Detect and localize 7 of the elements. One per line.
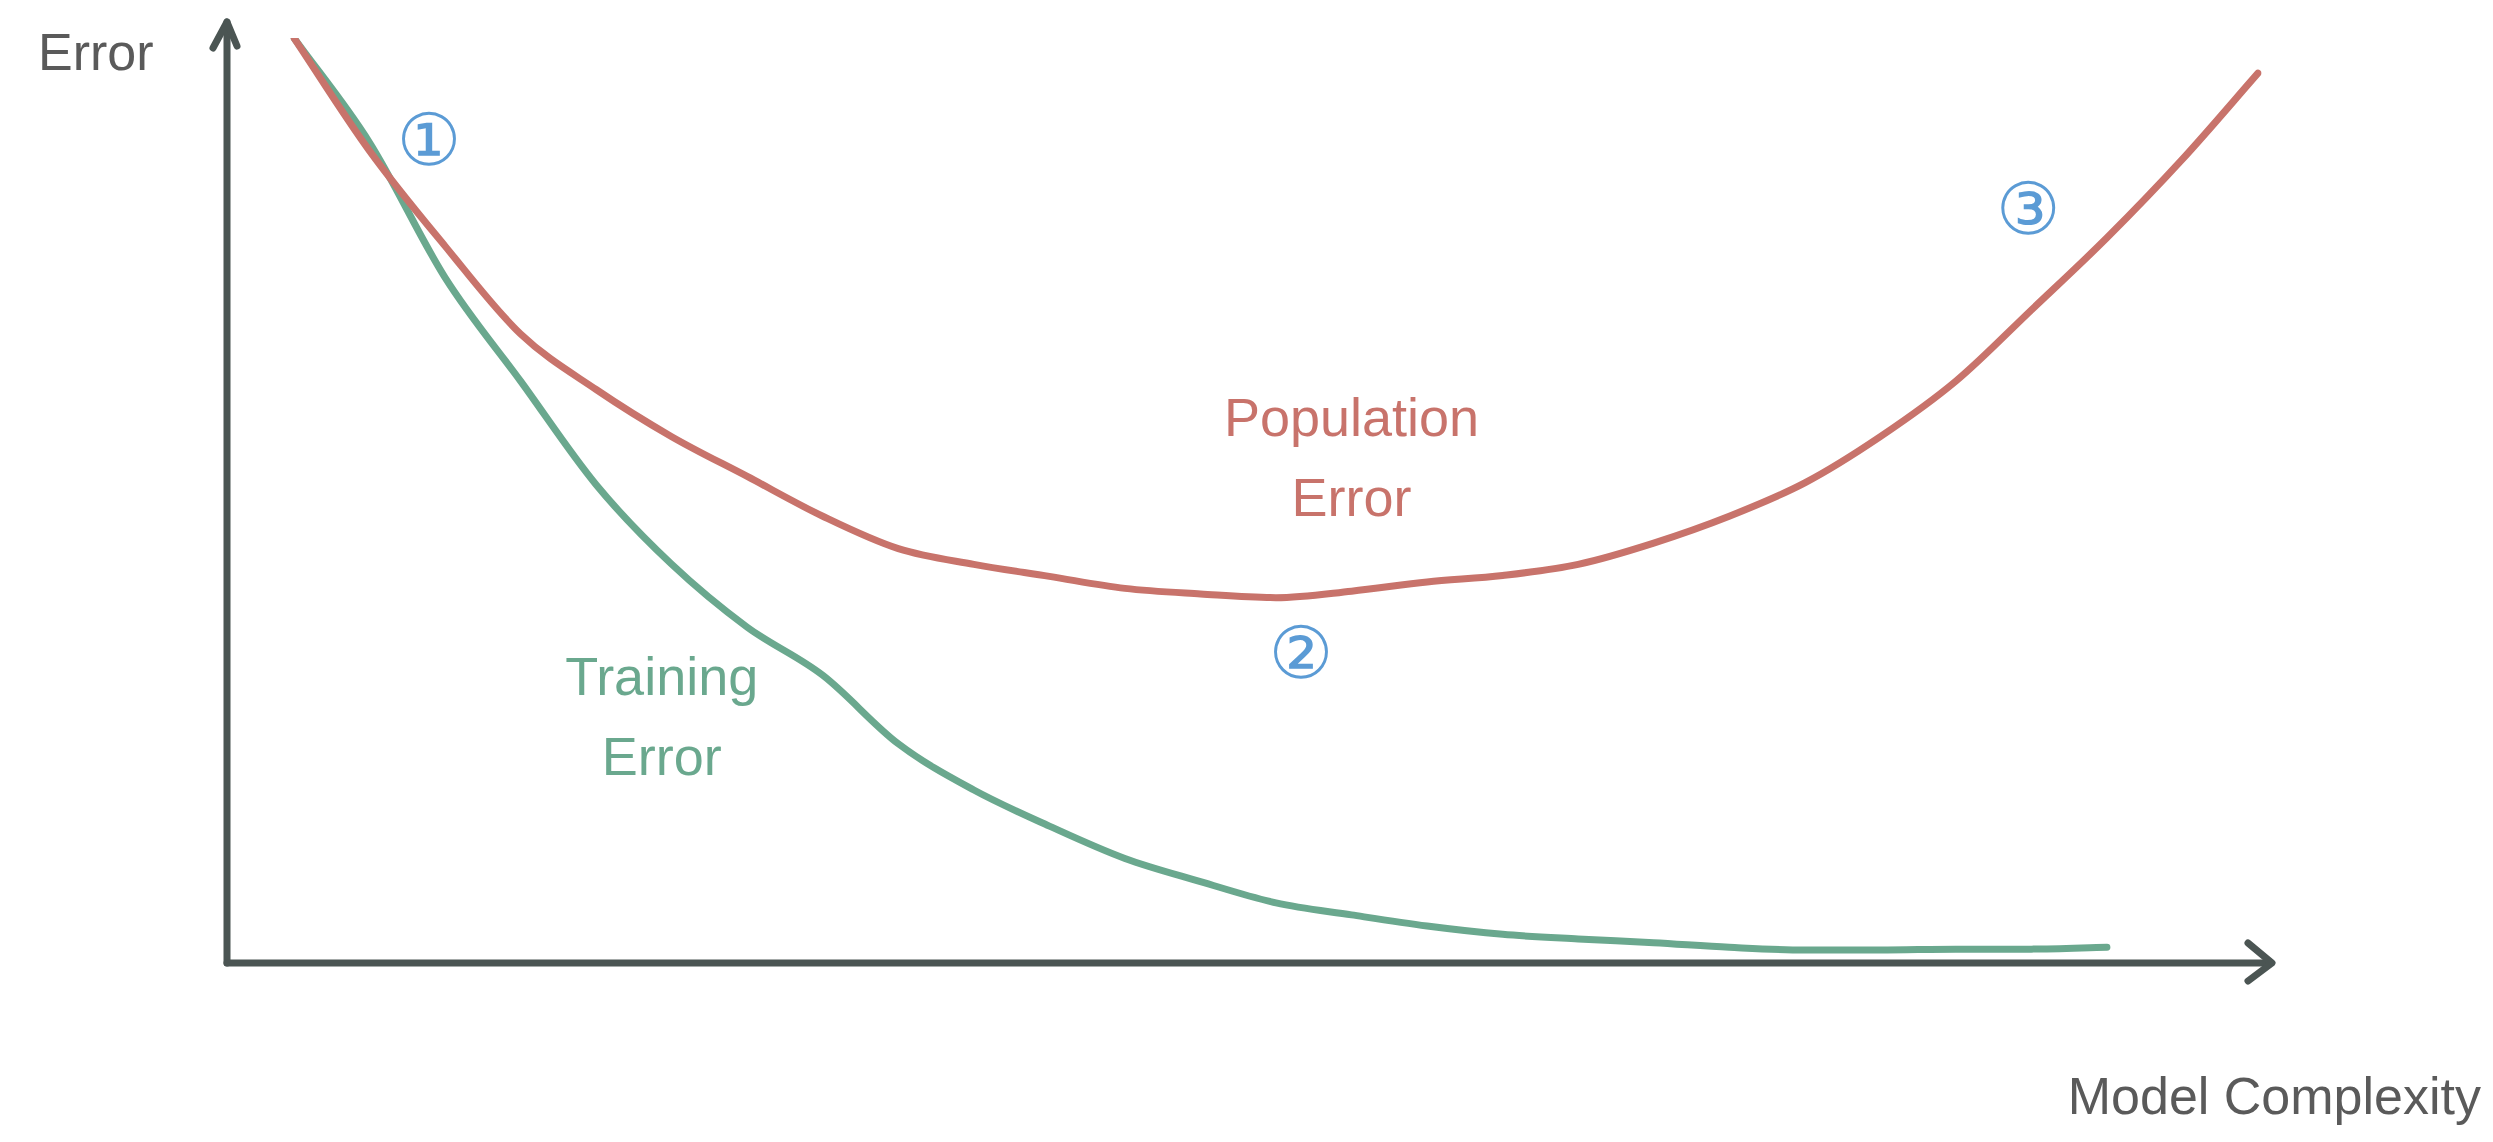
annotation: ① [396,97,462,182]
annotation: ③ [1996,166,2061,251]
series-label: Training Error [565,646,759,787]
annotation: ② [1268,611,1334,696]
x-axis-title: Model Complexity [2067,1067,2481,1126]
y-axis-title: Error [38,23,154,82]
series-label: Population Error [1223,387,1480,528]
